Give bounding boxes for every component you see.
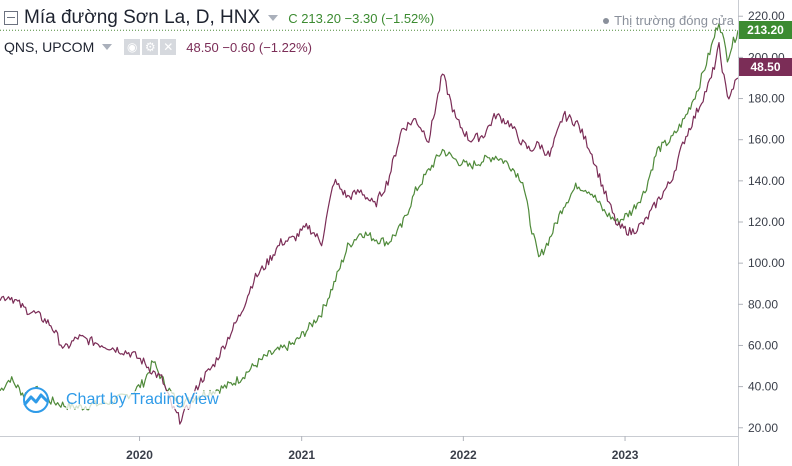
main-last-price-badge: 213.20 bbox=[739, 21, 792, 40]
main-price-values: C 213.20 −3.30 (−1.52%) bbox=[288, 10, 435, 26]
market-status-label: Thị trường đóng cửa bbox=[614, 13, 734, 28]
main-series-legend[interactable]: Mía đường Sơn La, D, HNX C 213.20 −3.30 … bbox=[4, 7, 434, 29]
y-tick-label: 80.00 bbox=[748, 297, 778, 311]
x-tick-label: 2020 bbox=[126, 448, 153, 462]
y-tick-label: 40.00 bbox=[748, 380, 778, 394]
x-tick-label: 2021 bbox=[288, 448, 315, 462]
sub-series-line bbox=[0, 42, 739, 425]
status-dot-icon bbox=[603, 17, 610, 24]
main-symbol-dropdown-icon[interactable] bbox=[268, 15, 279, 21]
sub-price-values: 48.50 −0.60 (−1.22%) bbox=[186, 39, 312, 55]
eye-icon[interactable]: ◉ bbox=[124, 39, 141, 55]
y-tick-label: 20.00 bbox=[748, 421, 778, 435]
main-last-price: 213.20 bbox=[747, 23, 784, 38]
y-tick-label: 220.00 bbox=[748, 9, 785, 23]
y-tick-label: 180.00 bbox=[748, 92, 785, 106]
sub-last-price-badge: 48.50 bbox=[739, 58, 792, 76]
y-tick-label: 60.00 bbox=[748, 338, 778, 352]
main-series-line bbox=[0, 23, 739, 411]
collapse-icon[interactable] bbox=[4, 11, 18, 25]
tradingview-logo-icon bbox=[23, 387, 49, 413]
y-tick-label: 140.00 bbox=[748, 174, 785, 188]
tradingview-watermark[interactable]: Chart by TradingView bbox=[20, 387, 219, 413]
gear-icon[interactable]: ⚙ bbox=[142, 39, 159, 55]
y-tick-label: 160.00 bbox=[748, 133, 785, 147]
watermark-label: Chart by TradingView bbox=[66, 391, 219, 409]
y-tick-label: 120.00 bbox=[748, 215, 785, 229]
main-symbol-label[interactable]: Mía đường Sơn La, D, HNX bbox=[24, 7, 261, 28]
x-axis[interactable]: 2020 2021 2022 2023 bbox=[0, 436, 738, 462]
sub-last-price: 48.50 bbox=[750, 60, 781, 74]
close-icon[interactable]: ✕ bbox=[160, 39, 177, 55]
chart-series bbox=[0, 23, 739, 425]
market-status: Thị trường đóng cửa bbox=[603, 13, 734, 28]
sub-series-legend[interactable]: QNS, UPCOM ◉ ⚙ ✕ 48.50 −0.60 (−1.22%) bbox=[4, 39, 312, 55]
y-tick-label: 100.00 bbox=[748, 256, 785, 270]
x-tick-label: 2023 bbox=[612, 448, 639, 462]
sub-symbol-label[interactable]: QNS, UPCOM bbox=[4, 39, 95, 55]
x-tick-label: 2022 bbox=[450, 448, 477, 462]
sub-symbol-dropdown-icon[interactable] bbox=[102, 44, 113, 50]
